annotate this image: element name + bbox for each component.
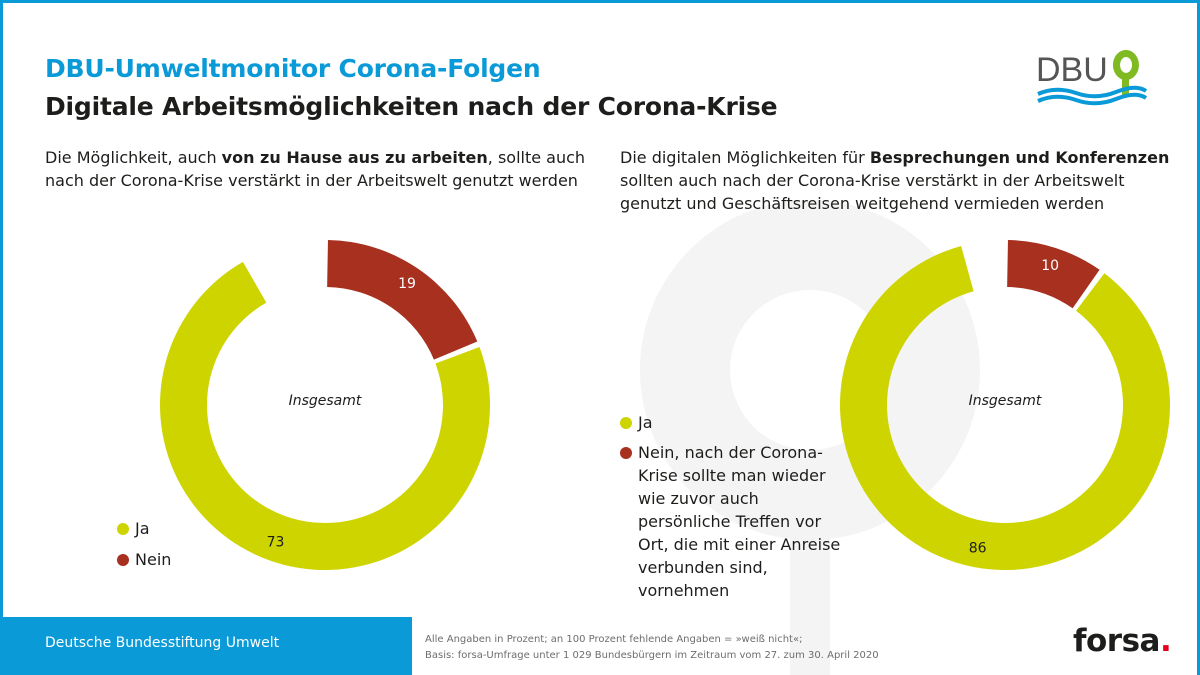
footer-note-2: Basis: forsa-Umfrage unter 1 029 Bundesb… xyxy=(425,650,879,661)
forsa-logo-dot: . xyxy=(1159,623,1172,659)
question-left-part2: , sollte auch nach der Corona-Krise vers… xyxy=(45,148,586,190)
question-left-part1: Die Möglichkeit, auch xyxy=(45,148,222,167)
donut-center-label: Insgesamt xyxy=(969,393,1042,409)
footer-organization: Deutsche Bundesstiftung Umwelt xyxy=(45,635,280,651)
donut-slice-nein xyxy=(1007,240,1100,309)
legend-label-ja: Ja xyxy=(135,519,150,538)
dbu-logo-text: DBU xyxy=(1036,51,1108,89)
question-left: Die Möglichkeit, auch von zu Hause aus z… xyxy=(45,146,605,192)
donut-slice-nein xyxy=(327,240,478,360)
legend-right: Ja Nein, nach der Corona-Krise sollte ma… xyxy=(620,411,845,609)
footer-note-1: Alle Angaben in Prozent; an 100 Prozent … xyxy=(425,634,803,645)
legend-label-ja: Ja xyxy=(638,413,653,432)
legend-dot-ja xyxy=(117,523,129,535)
legend-item-nein: Nein, nach der Corona-Krise sollte man w… xyxy=(620,441,845,602)
page-subtitle: Digitale Arbeitsmöglichkeiten nach der C… xyxy=(45,92,778,121)
footer-notes: Alle Angaben in Prozent; an 100 Prozent … xyxy=(425,632,879,664)
donut-slice-ja xyxy=(159,261,490,570)
question-right-part2: sollten auch nach der Corona-Krise verst… xyxy=(620,171,1125,213)
data-label-nein: 10 xyxy=(1041,258,1059,274)
donut-chart-left: 19 73 Insgesamt xyxy=(159,240,490,570)
legend-dot-ja xyxy=(620,417,632,429)
data-label-ja: 86 xyxy=(969,540,987,556)
data-label-ja: 73 xyxy=(267,534,285,550)
legend-item-ja: Ja xyxy=(620,411,845,434)
data-label-nein: 19 xyxy=(398,276,416,292)
footer-bar xyxy=(0,617,412,675)
legend-left: Ja Nein xyxy=(117,517,171,579)
forsa-logo: forsa. xyxy=(1073,623,1172,659)
legend-label-nein: Nein xyxy=(135,550,172,569)
donut-center-label: Insgesamt xyxy=(289,393,362,409)
legend-label-nein: Nein, nach der Corona-Krise sollte man w… xyxy=(638,443,841,600)
dbu-logo: DBU xyxy=(1036,50,1148,106)
legend-item-ja: Ja xyxy=(117,517,171,540)
question-right-bold: Besprechungen und Konferenzen xyxy=(869,148,1170,167)
forsa-logo-text: forsa xyxy=(1073,623,1160,659)
page-title: DBU-Umweltmonitor Corona-Folgen xyxy=(45,54,541,83)
question-right: Die digitalen Möglichkeiten für Besprech… xyxy=(620,146,1180,215)
legend-item-nein: Nein xyxy=(117,548,171,571)
question-right-part1: Die digitalen Möglichkeiten für xyxy=(620,148,870,167)
legend-dot-nein xyxy=(117,554,129,566)
question-left-bold: von zu Hause aus zu arbeiten xyxy=(221,148,488,167)
donut-chart-right: 10 86 Insgesamt xyxy=(840,240,1170,570)
legend-dot-nein xyxy=(620,447,632,459)
